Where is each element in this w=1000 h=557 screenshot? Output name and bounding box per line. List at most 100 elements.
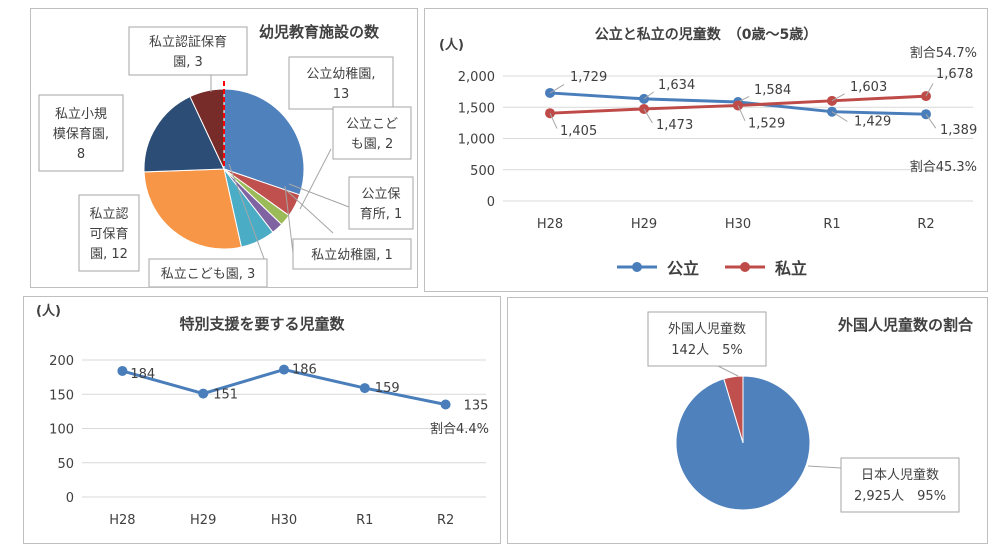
foreign-leader-line — [717, 365, 739, 377]
facilities-label-text-6-0: 私立小規 — [55, 107, 107, 122]
data-label-0-0: 184 — [130, 367, 155, 382]
facilities-label-text-5-0: 私立認 — [89, 206, 128, 222]
ratio-annotation-private: 割合54.7% — [910, 45, 977, 61]
facilities-label-text-2-1: 育所, 1 — [360, 206, 403, 222]
data-label-0-2: 1,584 — [754, 83, 791, 98]
facilities-label-text-6-1: 模保育園, — [53, 126, 109, 142]
data-label-leader — [549, 84, 565, 94]
public-private-panel: 公立と私立の児童数 （0歳～5歳） (人) 0 500 1,000 1,500 2,00… — [424, 8, 988, 292]
data-label-0-4: 1,389 — [940, 123, 977, 138]
data-label-leader — [643, 91, 655, 100]
x-tick-label: H30 — [725, 217, 751, 232]
facilities-label-text-1-0: 公立こど — [346, 117, 398, 132]
y-tick-label: 0 — [487, 195, 495, 210]
data-label-0-3: 159 — [375, 381, 400, 396]
special-support-line-chart: 特別支援を要する児童数 (人) 0 50 100 150 200 H28 H29 H30 R1 R… — [36, 303, 489, 528]
x-tick-label: H30 — [271, 513, 297, 528]
foreign-pie-slice-1 — [675, 375, 811, 511]
data-label-leader — [925, 113, 937, 129]
data-label-0-1: 1,634 — [658, 78, 695, 93]
facilities-label-4: 私立こども園, 3 — [148, 258, 268, 288]
data-label-1-0: 1,405 — [560, 124, 597, 139]
x-tick-label: R2 — [917, 217, 934, 232]
foreign-children-label: 外国人児童数 142人 5% — [647, 311, 767, 367]
data-label-1-1: 1,473 — [656, 118, 693, 133]
data-point-0-1 — [198, 388, 209, 399]
data-label-1-3: 1,603 — [850, 80, 887, 95]
facilities-pie-slice-0 — [223, 88, 305, 196]
data-label-0-2: 186 — [292, 363, 317, 378]
x-tick-label: H29 — [631, 217, 657, 232]
legend-label-0: 公立 — [667, 259, 699, 278]
japanese-children-label-detail: 2,925人 95% — [854, 489, 946, 504]
y-tick-label: 200 — [49, 354, 74, 369]
facilities-label-text-2-0: 公立保 — [361, 187, 400, 202]
facilities-pie-slice-6 — [143, 95, 225, 173]
legend-item-0: 公立 — [617, 259, 699, 278]
data-point-0-3 — [359, 383, 370, 394]
data-point-0-0 — [117, 365, 128, 376]
x-tick-label: H28 — [537, 217, 563, 232]
facilities-pie-slice-5 — [143, 168, 242, 250]
x-tick-label: R1 — [356, 513, 373, 528]
special-support-panel: 特別支援を要する児童数 (人) 0 50 100 150 200 H28 H29 H30 R1 R… — [23, 296, 501, 544]
japanese-children-label: 日本人児童数 2,925人 95% — [840, 457, 960, 513]
facilities-label-text-7-0: 私立認証保育 — [149, 34, 227, 50]
special-support-title: 特別支援を要する児童数 — [179, 315, 345, 333]
foreign-children-panel: 外国人児童数の割合 外国人児童数 142人 5% 日本人児童数 2,925人 9… — [507, 297, 988, 544]
facilities-label-text-0-1: 13 — [333, 87, 350, 102]
public-private-title: 公立と私立の児童数 （0歳～5歳） — [595, 26, 817, 43]
facilities-chart-title: 幼児教育施設の数 — [259, 23, 380, 41]
data-label-leader — [643, 108, 653, 124]
data-label-0-4: 135 — [464, 399, 489, 414]
y-tick-label: 150 — [49, 388, 74, 403]
facilities-panel: 幼児教育施設の数 公立幼稚園, 13 公立こど も園, 2 公立保 育所, 1 私立幼稚園,… — [30, 8, 418, 288]
ratio-annotation-public: 割合45.3% — [910, 159, 977, 175]
facilities-label-text-6-2: 8 — [77, 147, 85, 162]
x-tick-label: R1 — [823, 217, 840, 232]
legend-label-1: 私立 — [775, 259, 807, 278]
data-label-0-1: 151 — [213, 388, 238, 403]
japanese-children-label-name: 日本人児童数 — [861, 467, 939, 483]
japanese-leader-line — [807, 465, 842, 469]
facilities-label-text-4-0: 私立こども園, 3 — [161, 267, 256, 282]
data-label-leader — [831, 93, 845, 102]
foreign-children-pie-chart: 外国人児童数の割合 外国人児童数 142人 5% 日本人児童数 2,925人 9… — [647, 311, 974, 513]
data-label-0-0: 1,729 — [570, 70, 607, 85]
public-private-line-chart: 公立と私立の児童数 （0歳～5歳） (人) 0 500 1,000 1,500 2,00… — [439, 26, 977, 278]
foreign-children-label-name: 外国人児童数 — [668, 321, 746, 337]
foreign-children-label-detail: 142人 5% — [671, 343, 742, 358]
facilities-label-0: 公立幼稚園, 13 — [288, 56, 394, 110]
special-support-ratio-annotation: 割合4.4% — [430, 421, 489, 437]
data-label-1-2: 1,529 — [748, 116, 785, 131]
x-tick-label: H28 — [109, 513, 135, 528]
facilities-label-text-1-1: も園, 2 — [351, 137, 394, 152]
facilities-label-text-7-1: 園, 3 — [173, 55, 203, 70]
y-tick-label: 500 — [470, 164, 495, 179]
data-label-leader — [831, 111, 848, 122]
y-tick-label: 2,000 — [458, 70, 495, 85]
facilities-label-3: 私立幼稚園, 1 — [292, 238, 412, 270]
x-tick-label: H29 — [190, 513, 216, 528]
data-label-leader — [737, 105, 746, 122]
facilities-label-text-3-0: 私立幼稚園, 1 — [311, 248, 393, 263]
y-tick-label: 0 — [66, 491, 74, 506]
foreign-children-title: 外国人児童数の割合 — [837, 316, 974, 334]
y-tick-label: 1,500 — [458, 101, 495, 116]
x-tick-label: R2 — [437, 513, 454, 528]
public-private-unit-label: (人) — [439, 37, 464, 53]
facilities-label-text-5-1: 可保育 — [89, 226, 128, 242]
legend-item-1: 私立 — [725, 259, 807, 278]
data-label-0-3: 1,429 — [854, 115, 891, 130]
data-label-1-4: 1,678 — [936, 67, 973, 82]
data-label-leader — [925, 83, 934, 97]
data-point-0-4 — [440, 399, 451, 410]
y-tick-label: 100 — [49, 423, 74, 438]
y-tick-label: 50 — [57, 457, 74, 472]
